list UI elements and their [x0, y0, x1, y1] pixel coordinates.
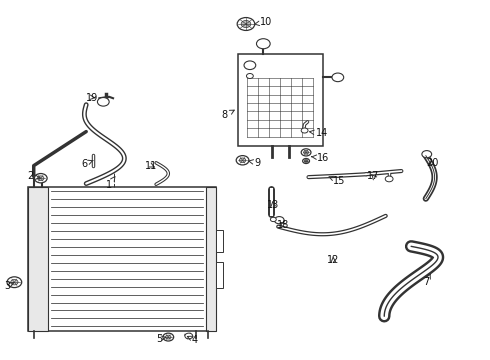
Text: 18: 18: [277, 220, 289, 230]
Circle shape: [385, 176, 393, 182]
Text: 9: 9: [249, 158, 261, 168]
Text: 4: 4: [187, 334, 197, 345]
Bar: [238, 54, 323, 146]
Circle shape: [98, 98, 109, 106]
Text: 17: 17: [367, 171, 380, 181]
Text: 8: 8: [221, 110, 234, 121]
Circle shape: [236, 156, 249, 165]
Text: 20: 20: [426, 158, 438, 168]
Circle shape: [7, 277, 22, 288]
Text: 1: 1: [106, 177, 115, 190]
Text: 16: 16: [312, 153, 330, 163]
Text: 2: 2: [27, 171, 40, 181]
Text: 13: 13: [267, 200, 279, 210]
Circle shape: [270, 217, 276, 222]
Circle shape: [301, 149, 311, 156]
Bar: [27, 187, 216, 330]
Text: 3: 3: [4, 281, 14, 291]
Circle shape: [34, 174, 47, 183]
Text: 6: 6: [81, 159, 93, 169]
Bar: [206, 187, 216, 330]
Text: 12: 12: [327, 255, 340, 265]
Text: 11: 11: [146, 161, 158, 171]
Circle shape: [11, 279, 18, 285]
Circle shape: [256, 39, 270, 49]
Circle shape: [422, 150, 432, 158]
Circle shape: [38, 176, 44, 180]
Text: 10: 10: [254, 17, 272, 27]
Circle shape: [301, 128, 308, 133]
Circle shape: [163, 333, 173, 341]
Circle shape: [303, 158, 310, 163]
Circle shape: [166, 335, 171, 339]
Text: 14: 14: [310, 129, 328, 138]
Text: 19: 19: [86, 93, 98, 103]
Circle shape: [274, 217, 284, 224]
Text: 5: 5: [156, 333, 166, 343]
Circle shape: [241, 21, 251, 28]
Circle shape: [332, 73, 343, 82]
Circle shape: [304, 150, 309, 154]
Circle shape: [240, 158, 245, 163]
Circle shape: [304, 160, 308, 162]
Bar: [27, 187, 48, 330]
Bar: [216, 262, 223, 288]
Circle shape: [246, 73, 253, 78]
Bar: [216, 230, 223, 252]
Circle shape: [237, 18, 255, 31]
Text: 15: 15: [329, 176, 345, 186]
Circle shape: [185, 333, 193, 339]
Circle shape: [244, 61, 256, 69]
Text: 7: 7: [423, 274, 430, 287]
